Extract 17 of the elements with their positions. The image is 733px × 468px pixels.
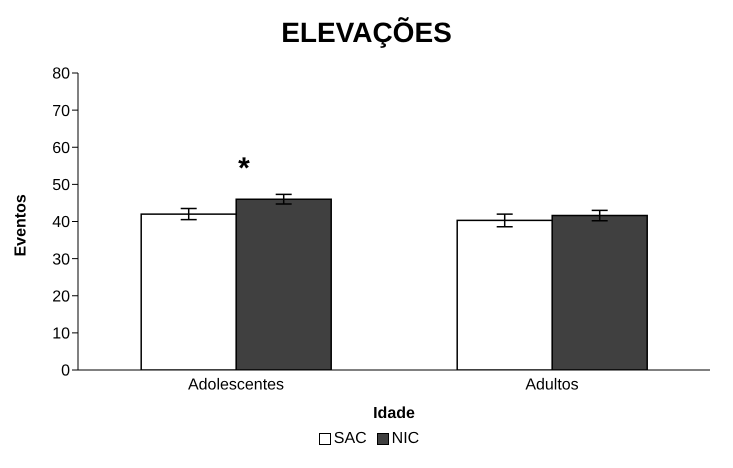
y-tick-label: 50: [52, 177, 70, 194]
annotation: *: [238, 152, 250, 185]
chart-title: ELEVAÇÕES: [280, 16, 453, 50]
x-axis-title: Idade: [373, 405, 415, 422]
y-tick-label: 70: [52, 102, 70, 120]
y-tick-label: 0: [61, 362, 70, 380]
legend-label: NIC: [390, 430, 420, 448]
y-tick-label: 20: [52, 288, 70, 306]
y-tick-label: 60: [52, 140, 70, 157]
y-tick-label: 30: [52, 251, 70, 268]
x-tick-label: Adultos: [525, 376, 579, 394]
y-tick-label: 10: [52, 326, 70, 343]
y-axis-title: Eventos: [12, 194, 30, 256]
y-tick-label: 80: [52, 66, 70, 83]
x-tick-label: Adolescentes: [188, 376, 284, 394]
y-tick-label: 40: [52, 214, 70, 232]
legend-label: SAC: [332, 430, 367, 448]
